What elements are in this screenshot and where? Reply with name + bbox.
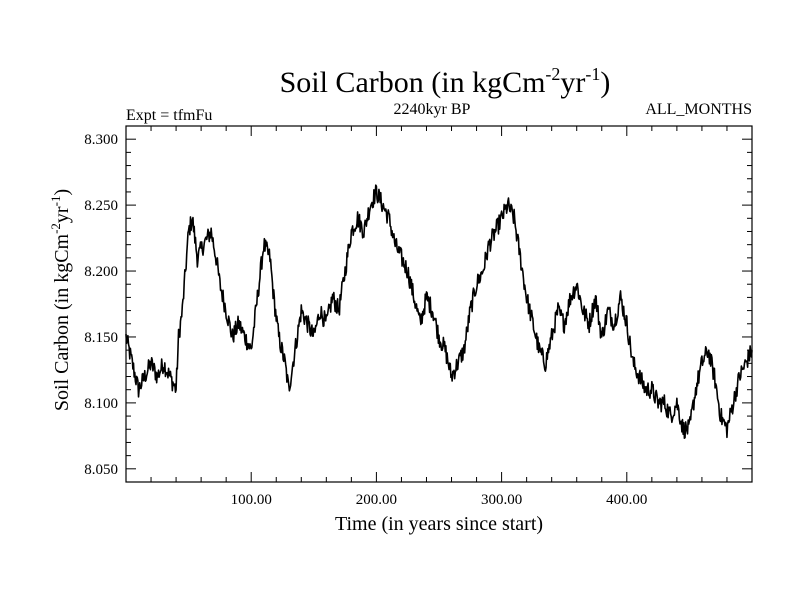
x-axis-label: Time (in years since start) — [335, 513, 543, 535]
y-tick-label: 8.150 — [84, 330, 118, 346]
y-axis-label-suffix: ) — [51, 189, 73, 196]
chart-title-sup2: -1 — [585, 64, 600, 84]
y-axis-label-sup1: -2 — [48, 223, 63, 234]
y-tick-label: 8.050 — [84, 462, 118, 478]
subtitle-right: ALL_MONTHS — [645, 101, 752, 118]
chart-title-suffix: ) — [600, 66, 610, 99]
y-axis-tick-labels: 8.050 8.100 8.150 8.200 8.250 8.300 — [84, 132, 118, 478]
chart-title: Soil Carbon (in kgCm-2yr-1) — [280, 64, 611, 99]
y-tick-label: 8.300 — [84, 132, 118, 148]
chart-title-prefix: Soil Carbon (in kgCm — [280, 66, 546, 99]
x-axis-ticks — [150, 126, 728, 482]
y-tick-label: 8.100 — [84, 396, 118, 412]
y-tick-label: 8.250 — [84, 198, 118, 214]
chart-title-sup1: -2 — [545, 64, 560, 84]
y-tick-label: 8.200 — [84, 264, 118, 280]
x-tick-label: 300.00 — [481, 492, 522, 508]
x-tick-label: 100.00 — [231, 492, 272, 508]
subtitle-left: Expt = tfmFu — [126, 107, 212, 124]
data-series — [125, 184, 753, 440]
y-axis-label: Soil Carbon (in kgCm-2yr-1) — [48, 189, 73, 411]
y-axis-label-sup2: -1 — [48, 196, 63, 207]
y-axis-ticks — [126, 138, 752, 470]
plot-frame — [125, 125, 753, 483]
y-axis-label-mid: yr — [51, 206, 73, 223]
x-tick-label: 400.00 — [606, 492, 647, 508]
series-line — [125, 184, 753, 440]
subtitle-center: 2240kyr BP — [394, 101, 471, 118]
x-axis-tick-labels: 100.00 200.00 300.00 400.00 — [231, 492, 648, 508]
chart-title-mid: yr — [560, 66, 585, 99]
x-tick-label: 200.00 — [356, 492, 397, 508]
y-axis-label-prefix: Soil Carbon (in kgCm — [51, 233, 73, 411]
